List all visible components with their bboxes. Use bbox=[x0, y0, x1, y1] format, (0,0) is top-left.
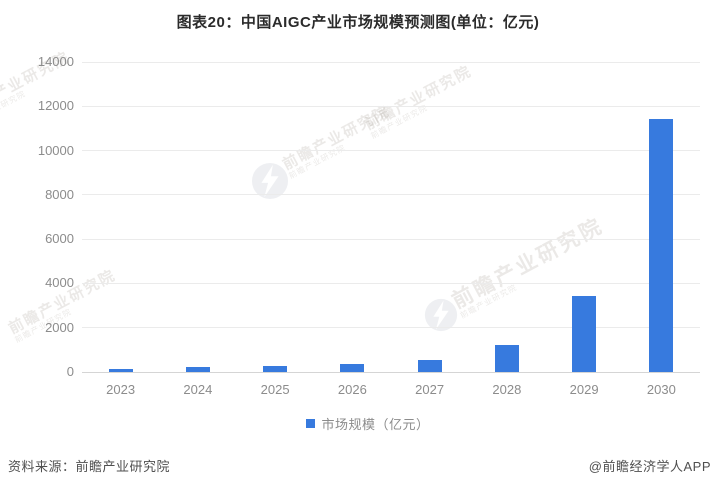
gridline-14000 bbox=[82, 61, 700, 63]
bar-2029 bbox=[572, 296, 597, 372]
credit-note: @前瞻经济学人APP bbox=[588, 459, 711, 474]
legend-label: 市场规模（亿元） bbox=[321, 417, 430, 432]
gridline-12000 bbox=[82, 105, 700, 107]
source-note: 资料来源：前瞻产业研究院 bbox=[8, 459, 171, 474]
bar-2030 bbox=[649, 118, 674, 372]
x-tick-label-2024: 2024 bbox=[183, 382, 213, 397]
qianzhan-logo-watermark-icon bbox=[424, 298, 458, 332]
y-tick-label-14000: 14000 bbox=[37, 54, 74, 69]
bar-2025 bbox=[263, 366, 288, 372]
bar-2024 bbox=[185, 367, 210, 372]
legend-marker-icon bbox=[306, 419, 316, 428]
y-tick-label-0: 0 bbox=[66, 364, 74, 379]
gridline-2000 bbox=[82, 327, 700, 329]
gridline-4000 bbox=[82, 282, 700, 284]
x-tick-label-2027: 2027 bbox=[415, 382, 445, 397]
gridline-8000 bbox=[82, 194, 700, 196]
y-tick-label-4000: 4000 bbox=[45, 275, 74, 291]
y-tick-label-2000: 2000 bbox=[45, 319, 74, 335]
page-title: 图表20：中国AIGC产业市场规模预测图(单位：亿元) bbox=[176, 14, 540, 31]
y-tick-label-6000: 6000 bbox=[45, 231, 74, 247]
bar-2028 bbox=[494, 344, 519, 372]
bar-2027 bbox=[417, 359, 442, 372]
x-tick-label-2025: 2025 bbox=[260, 382, 290, 397]
y-tick-label-10000: 10000 bbox=[37, 142, 74, 158]
x-axis-line bbox=[82, 371, 700, 373]
gridline-10000 bbox=[82, 150, 700, 152]
y-tick-label-12000: 12000 bbox=[37, 98, 74, 114]
gridline-6000 bbox=[82, 238, 700, 240]
bar-2023 bbox=[108, 368, 133, 372]
x-tick-label-2028: 2028 bbox=[492, 382, 522, 397]
x-tick-label-2030: 2030 bbox=[646, 382, 676, 397]
x-tick-label-2029: 2029 bbox=[569, 382, 599, 397]
legend: 市场规模（亿元） bbox=[10, 414, 716, 433]
y-tick-label-8000: 8000 bbox=[45, 186, 74, 202]
bar-2026 bbox=[340, 364, 365, 372]
x-tick-label-2026: 2026 bbox=[337, 382, 367, 397]
qianzhan-logo-watermark-icon bbox=[251, 162, 289, 200]
x-tick-label-2023: 2023 bbox=[106, 382, 136, 397]
